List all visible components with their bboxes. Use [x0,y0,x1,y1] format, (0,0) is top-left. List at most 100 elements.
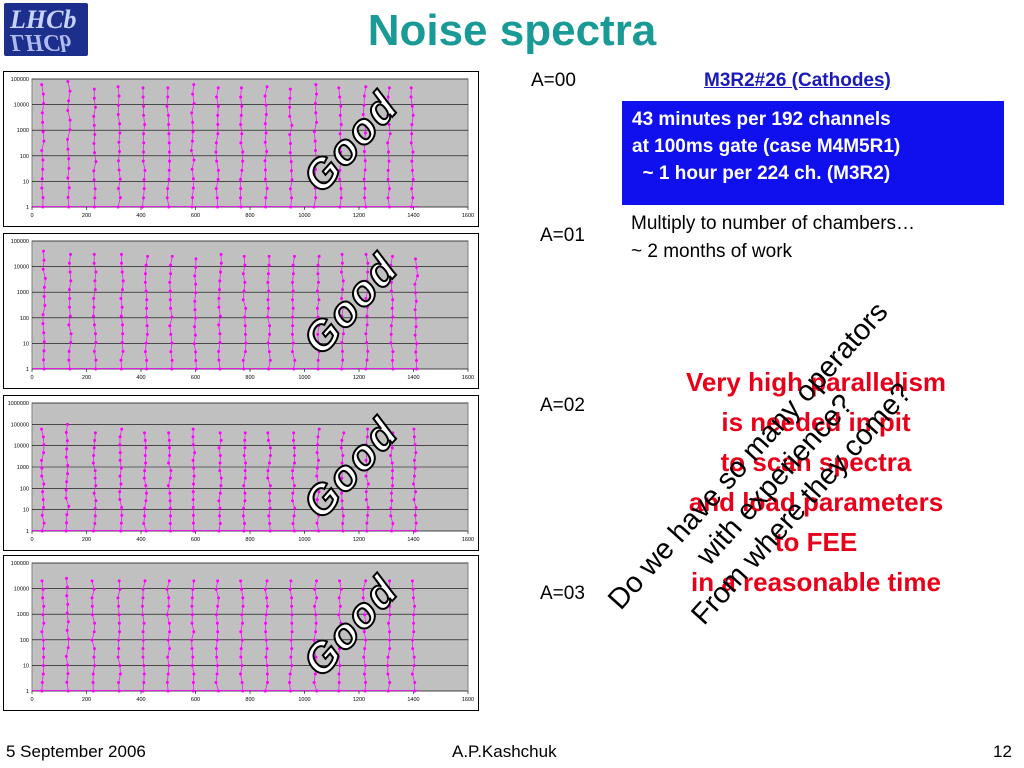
spectrum-peak [241,254,248,371]
data-point [313,587,317,591]
data-point [341,279,345,283]
data-point [364,621,368,625]
data-point [191,458,195,462]
data-point [143,579,147,583]
data-point [141,647,145,651]
spectrum-peak [364,427,370,533]
lhcb-logo: LHCb LHCb [4,3,88,56]
data-point [243,315,247,319]
data-point [167,205,171,209]
data-point [67,637,71,641]
data-point [193,299,197,303]
data-point [292,446,296,450]
data-point [143,272,147,276]
data-point [142,150,146,154]
data-point [116,186,120,190]
data-point [119,466,123,470]
data-point [116,103,120,107]
data-point [386,141,390,145]
data-point [66,108,70,112]
data-point [313,101,317,105]
spectrum-peak [90,579,97,693]
data-point [413,466,417,470]
data-point [215,159,219,163]
data-point [239,113,243,117]
data-point [116,205,120,209]
data-point [291,298,295,302]
data-point [388,604,392,608]
data-point [116,655,120,659]
data-point [268,491,272,495]
data-point [169,514,173,518]
data-point [268,324,272,328]
data-point [267,263,271,267]
data-point [338,178,342,182]
data-point [66,79,70,83]
y-tick-label: 100000 [11,77,29,83]
spectrum-peak [409,86,415,209]
data-point [144,491,148,495]
data-point [192,672,196,676]
data-point [42,482,46,486]
data-point [362,630,366,634]
data-point [40,689,44,693]
data-point [216,604,220,608]
data-point [389,280,393,284]
y-tick-label: 100 [20,638,29,644]
data-point [244,341,248,345]
data-point [290,613,294,617]
data-point [288,672,292,676]
data-point [117,168,121,172]
data-point [337,689,341,693]
data-point [143,123,147,127]
data-point [191,505,195,509]
data-point [364,296,368,300]
data-point [118,672,122,676]
data-point [142,132,146,136]
data-point [194,291,198,295]
data-point [193,316,197,320]
footer-author: A.P.Kashchuk [452,742,557,761]
data-point [288,587,292,591]
data-point [217,446,221,450]
data-point [314,167,318,171]
data-point [412,474,416,478]
data-point [41,638,45,642]
data-point [387,86,391,90]
data-point [92,123,96,127]
data-point [140,604,144,608]
spectrum-peak [290,254,297,371]
data-point [365,529,369,533]
data-point [168,521,172,525]
x-tick-label: 1200 [353,697,365,703]
data-point [316,443,320,447]
data-point [414,325,418,329]
data-point [340,341,344,345]
spectrum-peak [386,579,392,693]
data-point [409,86,413,90]
data-point [266,272,270,276]
data-point [291,263,295,267]
data-point [141,655,145,659]
x-tick-label: 800 [245,537,254,543]
spectrum-peak [214,86,220,209]
data-point [119,261,123,265]
data-point [93,105,97,109]
data-point [240,132,244,136]
data-point [410,159,414,163]
data-point [364,367,368,371]
data-point [142,672,146,676]
data-point [165,587,169,591]
data-point [266,431,270,435]
data-point [191,435,195,439]
data-point [317,298,321,302]
data-point [317,427,321,431]
x-tick-label: 800 [245,375,254,381]
data-point [41,196,45,200]
data-point [141,196,145,200]
data-point [117,638,121,642]
data-point [312,205,316,209]
data-point [414,299,418,303]
data-point [43,304,47,308]
y-tick-label: 100 [20,154,29,160]
